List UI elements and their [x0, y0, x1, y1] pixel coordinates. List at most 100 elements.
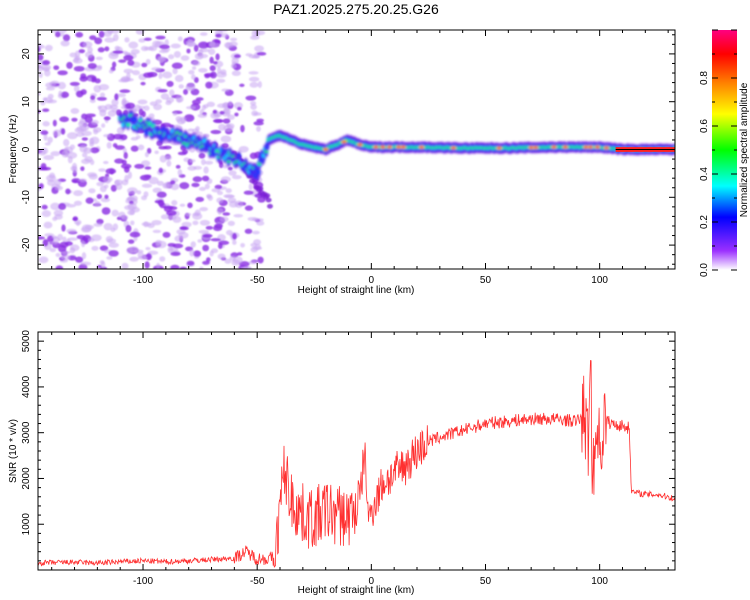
spectrogram-noise-blob	[42, 121, 50, 127]
spectrogram-noise-blob	[129, 231, 141, 238]
spectrogram-noise-blob	[185, 106, 196, 110]
spectrogram-noise-blob	[216, 66, 222, 74]
spectrogram-noise-blob	[118, 59, 127, 63]
spectrogram-noise-blob	[157, 199, 165, 207]
spectrogram-noise-blob	[244, 205, 254, 211]
spectrogram-noise-blob	[148, 176, 159, 185]
spectrogram-noise-blob	[80, 261, 92, 266]
spectrogram-noise-blob	[229, 37, 238, 42]
spectrogram-saturated	[615, 147, 675, 152]
spectrogram-noise-blob	[75, 132, 85, 137]
spectrogram-noise-blob	[100, 197, 111, 203]
spectrogram-noise-blob	[189, 249, 195, 257]
spectrogram-noise-blob	[114, 93, 119, 101]
spectrogram-noise-blob	[91, 245, 99, 251]
spectrogram-noise-blob	[67, 132, 78, 140]
spectrogram-noise-blob	[199, 32, 208, 36]
colorbar-tick-label: 0.6	[699, 119, 710, 133]
spectrogram-noise-blob	[134, 163, 145, 169]
spectrogram-noise-blob	[172, 112, 178, 116]
spectrogram-noise-blob	[209, 71, 217, 79]
spectrogram-noise-blob	[88, 188, 96, 194]
spectrogram-noise-blob	[130, 220, 135, 226]
spectrogram-noise-blob	[202, 244, 210, 252]
spectrogram-ytick-label: 20	[21, 48, 32, 60]
spectrogram-noise-blob	[172, 67, 178, 75]
spectrogram-noise-blob	[61, 150, 69, 158]
spectrogram-noise-blob	[198, 67, 208, 73]
spectrogram-noise-blob	[166, 80, 174, 87]
spectrogram-noise-blob	[252, 230, 260, 235]
spectrogram-noise-blob	[99, 92, 106, 98]
spectrogram-noise-blob	[163, 181, 173, 189]
spectrogram-noise-blob	[169, 89, 175, 97]
spectrogram-noise-blob	[140, 81, 146, 86]
spectrogram-noise-blob	[160, 93, 170, 100]
spectrogram-noise-blob	[186, 39, 194, 46]
spectrogram-noise-blob	[222, 212, 231, 216]
spectrogram-noise-blob	[170, 251, 181, 257]
spectrogram-noise-blob	[87, 77, 92, 82]
spectrogram-noise-blob	[38, 92, 41, 96]
spectrogram-noise-blob	[180, 55, 190, 61]
spectrogram-noise-blob	[257, 256, 264, 264]
spectrogram-noise-blob	[251, 110, 259, 117]
spectrogram-noise-blob	[41, 204, 48, 210]
spectrogram-noise-blob	[158, 167, 164, 174]
spectrogram-noise-blob	[216, 208, 224, 214]
spectrogram-noise-blob	[231, 259, 241, 266]
spectrogram-noise-blob	[198, 186, 206, 191]
spectrogram-noise-blob	[104, 194, 109, 200]
spectrogram-noise-blob	[230, 63, 237, 69]
spectrogram-noise-blob	[123, 152, 128, 160]
spectrogram-noise-blob	[167, 246, 174, 254]
snr-ticks: -100 -50 0 50 100 1000 2000 3000 4000 5000	[21, 330, 675, 587]
spectrogram-noise-blob	[228, 100, 233, 106]
spectrogram-noise-blob	[42, 59, 51, 66]
spectrogram-noise-blob	[38, 256, 49, 264]
spectrogram-noise-blob	[144, 151, 149, 158]
spectrogram-noise-blob	[60, 40, 70, 47]
spectrogram-noise-blob	[38, 236, 46, 240]
spectrogram-noise-blob	[106, 256, 113, 260]
spectrogram-noise-blob	[38, 54, 44, 61]
spectrogram-noise-blob	[131, 70, 141, 76]
spectrogram-noise-blob	[254, 243, 261, 250]
spectrogram-noise-blob	[138, 108, 144, 116]
spectrogram-noise-blob	[211, 188, 221, 193]
spectrogram-noise-blob	[145, 246, 151, 251]
spectrogram-noise-blob	[250, 104, 257, 110]
spectrogram-noise-blob	[203, 166, 209, 174]
spectrogram-noise-blob	[49, 248, 57, 253]
spectrogram-noise-blob	[147, 223, 155, 229]
spectrogram-noise-blob	[178, 231, 189, 239]
spectrogram-noise-blob	[219, 110, 225, 115]
spectrogram-noise-blob	[52, 119, 57, 127]
spectrogram-noise-blob	[208, 48, 216, 55]
spectrogram-noise-blob	[204, 183, 210, 190]
spectrogram-noise-blob	[79, 144, 88, 153]
spectrogram-hotspot-core	[497, 146, 501, 150]
colorbar-tick-label: 0.0	[699, 263, 710, 277]
spectrogram-noise-blob	[127, 171, 133, 179]
spectrogram-noise-blob	[108, 250, 119, 257]
spectrogram-noise-blob	[201, 175, 210, 182]
spectrogram-noise-blob	[74, 127, 84, 134]
spectrogram-noise-blob	[223, 124, 234, 132]
snr-ylabel: SNR (10 * v/v)	[8, 419, 19, 483]
spectrogram-noise-blob	[40, 130, 49, 136]
spectrogram-noise-blob	[206, 193, 212, 199]
spectrogram-noise-blob	[167, 215, 177, 221]
spectrogram-ytick-label: -20	[21, 237, 32, 252]
spectrogram-noise-blob	[79, 118, 85, 125]
spectrogram-noise-blob	[47, 99, 57, 104]
spectrogram-noise-blob	[103, 222, 113, 231]
spectrogram-noise-blob	[171, 200, 178, 206]
spectrogram-noise-blob	[186, 48, 191, 54]
spectrogram-noise-blob	[170, 264, 180, 269]
spectrogram-branch-blob	[264, 193, 271, 198]
spectrogram-noise-blob	[84, 51, 94, 58]
spectrogram-noise-blob	[135, 30, 145, 35]
spectrogram-noise-blob	[43, 69, 51, 77]
